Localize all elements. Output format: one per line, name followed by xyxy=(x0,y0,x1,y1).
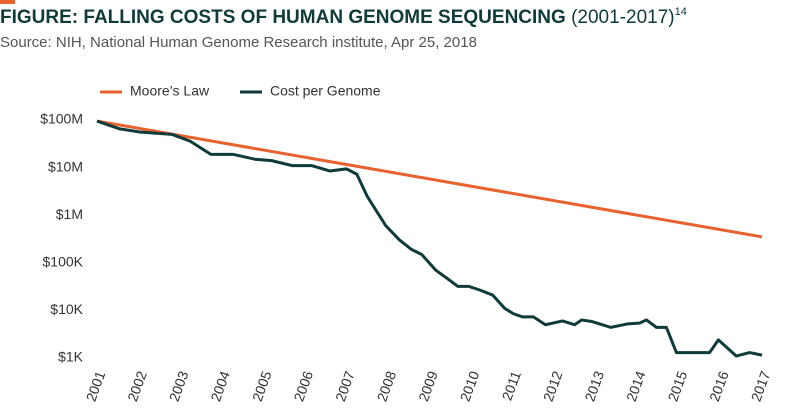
title-suffix: (2001-2017) xyxy=(571,7,675,28)
x-tick-label: 2010 xyxy=(457,369,483,404)
x-tick-label: 2016 xyxy=(706,369,732,404)
x-tick-label: 2015 xyxy=(664,369,690,404)
y-tick-label: $1K xyxy=(58,349,84,365)
y-tick-label: $100M xyxy=(40,111,83,127)
x-tick-label: 2008 xyxy=(374,369,400,404)
chart-title: FIGURE: FALLING COSTS OF HUMAN GENOME SE… xyxy=(0,6,687,28)
x-tick-label: 2011 xyxy=(499,369,524,403)
x-tick-label: 2004 xyxy=(207,369,233,404)
x-tick-label: 2012 xyxy=(540,369,566,404)
x-tick-label: 2009 xyxy=(415,369,441,404)
legend-label: Cost per Genome xyxy=(270,83,381,99)
accent-bar xyxy=(0,0,15,4)
x-tick-label: 2003 xyxy=(166,369,192,404)
x-tick-label: 2017 xyxy=(748,369,774,404)
subtitle: Source: NIH, National Human Genome Resea… xyxy=(0,34,477,51)
footnote: 14 xyxy=(675,6,687,18)
x-tick-label: 2006 xyxy=(290,369,316,404)
x-tick-label: 2005 xyxy=(249,369,275,404)
x-tick-label: 2002 xyxy=(124,369,150,404)
title-main: FIGURE: FALLING COSTS OF HUMAN GENOME SE… xyxy=(0,7,566,28)
x-tick-label: 2007 xyxy=(332,369,358,404)
y-tick-label: $100K xyxy=(43,254,84,270)
x-tick-label: 2013 xyxy=(581,369,607,404)
series-line xyxy=(96,119,763,358)
series-line xyxy=(96,119,763,239)
legend-label: Moore’s Law xyxy=(130,83,210,99)
x-tick-label: 2014 xyxy=(623,369,649,404)
x-tick-label: 2001 xyxy=(83,369,109,404)
y-tick-label: $10K xyxy=(50,301,83,317)
y-tick-label: $1M xyxy=(56,206,83,222)
y-tick-label: $10M xyxy=(48,158,83,174)
